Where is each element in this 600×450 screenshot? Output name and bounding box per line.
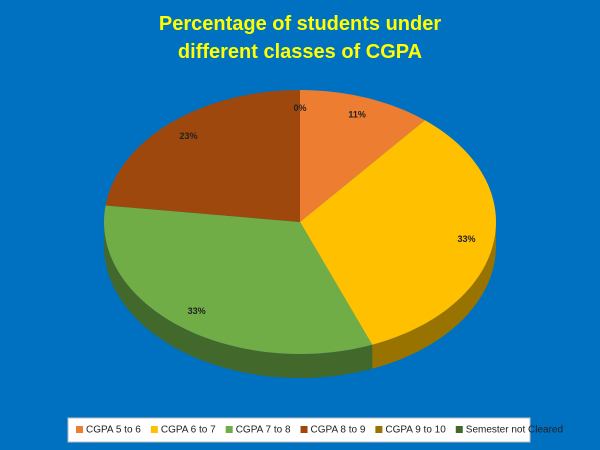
value-label: 0% <box>293 103 306 113</box>
legend-label: CGPA 9 to 10 <box>385 425 446 436</box>
legend-marker <box>225 426 233 433</box>
slice-side <box>104 222 373 378</box>
legend-marker <box>375 426 383 433</box>
legend-label: Semester not Cleared <box>466 425 563 436</box>
legend-marker <box>150 426 158 433</box>
value-label: 33% <box>188 306 206 316</box>
value-label: 11% <box>348 110 366 120</box>
legend-label: CGPA 8 to 9 <box>311 425 366 436</box>
slice <box>300 120 496 345</box>
legend-marker <box>455 426 463 433</box>
legend-marker <box>76 426 83 433</box>
slice <box>300 90 425 222</box>
legend-label: CGPA 5 to 6 <box>86 425 141 436</box>
legend-box <box>67 417 531 443</box>
value-label: 33% <box>457 234 475 244</box>
slice <box>105 90 300 222</box>
legend-marker <box>300 426 308 433</box>
legend-label: CGPA 6 to 7 <box>161 425 216 436</box>
chart-title: Percentage of students under different c… <box>158 13 442 63</box>
value-label: 23% <box>180 131 198 141</box>
legend-label: CGPA 7 to 8 <box>236 425 291 436</box>
slice-side <box>372 222 496 369</box>
slice <box>104 205 373 354</box>
